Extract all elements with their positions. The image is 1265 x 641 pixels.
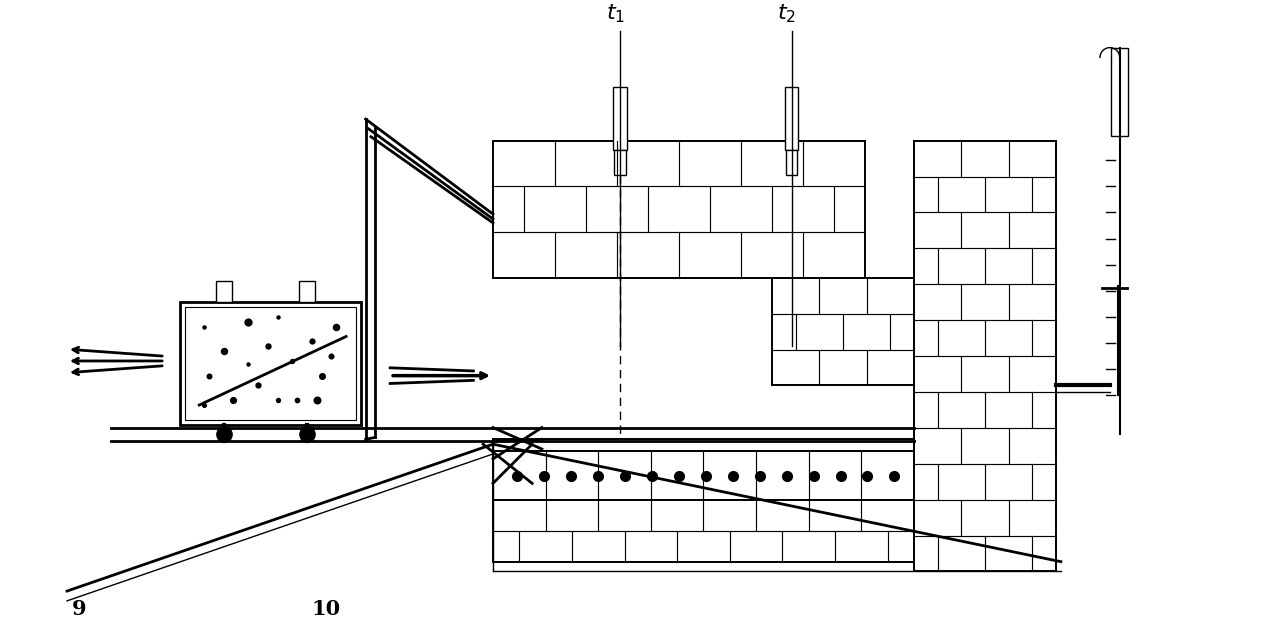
Bar — [185, 307, 355, 420]
Bar — [493, 140, 865, 278]
Text: 10: 10 — [312, 599, 342, 619]
Bar — [1111, 47, 1128, 136]
Bar — [493, 439, 915, 451]
Bar — [614, 87, 627, 151]
Bar — [786, 151, 797, 175]
Bar — [216, 281, 231, 302]
Bar — [915, 140, 1056, 572]
Bar — [784, 87, 798, 151]
Bar — [493, 451, 915, 500]
Bar — [180, 302, 361, 424]
Text: $t_1$: $t_1$ — [606, 3, 625, 25]
Text: 9: 9 — [72, 599, 86, 619]
Bar — [772, 278, 915, 385]
Bar — [493, 500, 915, 562]
Text: $t_2$: $t_2$ — [777, 3, 796, 25]
Bar — [299, 281, 315, 302]
Bar — [615, 151, 626, 175]
